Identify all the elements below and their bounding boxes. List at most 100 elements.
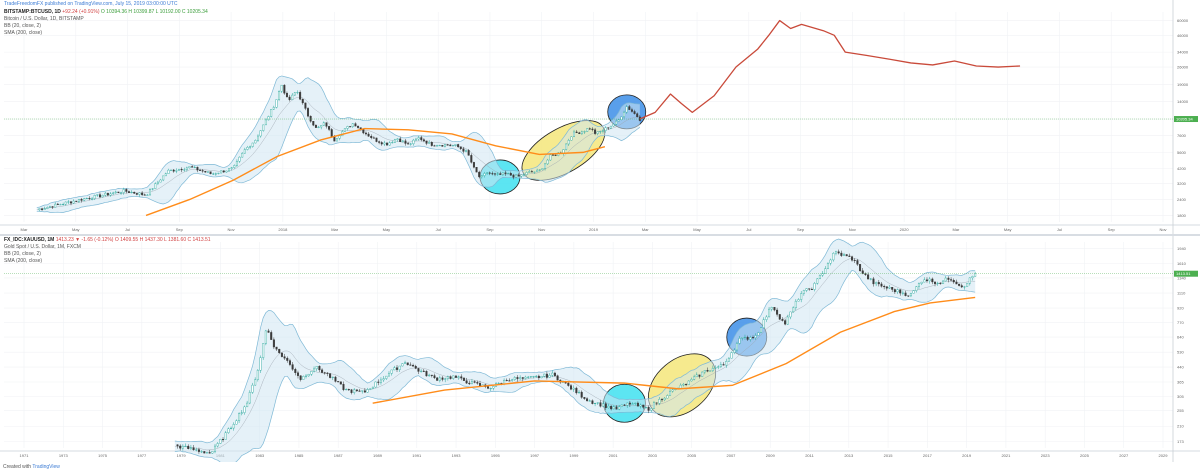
candle-body	[513, 377, 516, 380]
candle-body	[301, 99, 304, 104]
candle-body	[652, 402, 655, 409]
candle-body	[797, 299, 800, 302]
candle-body	[75, 200, 78, 202]
candle-body	[821, 273, 824, 276]
candle-body	[695, 374, 698, 378]
candle-body	[845, 254, 848, 257]
candle-body	[567, 382, 570, 386]
y-tick-label: 640	[1177, 335, 1184, 340]
candle-body	[885, 286, 888, 289]
candle-body	[594, 402, 597, 404]
candle-body	[460, 376, 463, 379]
x-tick-label: 2025	[1080, 453, 1090, 458]
candle-body	[521, 377, 524, 379]
candle-body	[507, 173, 510, 175]
candle-body	[630, 109, 633, 112]
candle-body	[104, 192, 107, 196]
x-tick-label: 1973	[59, 453, 69, 458]
btc-chart-svg[interactable]: 1800240032004200560076001020014000190002…	[0, 0, 1200, 234]
x-tick-label: 2023	[1041, 453, 1051, 458]
candle-body	[333, 136, 336, 142]
candle-body	[325, 122, 328, 127]
gold-chart-svg[interactable]: 173 210 255 305 365 440 530 640 770 920 1110 1340 16…	[0, 236, 1200, 462]
candle-body	[387, 373, 390, 377]
candle-body	[314, 124, 317, 128]
btc-symbol[interactable]: BITSTAMP:BTCUSD, 1D	[4, 9, 61, 15]
candle-body	[361, 390, 364, 392]
candle-body	[544, 163, 547, 169]
candle-body	[891, 287, 894, 290]
candle-body	[609, 125, 612, 129]
candle-body	[620, 116, 623, 120]
candle-body	[264, 119, 267, 126]
candle-body	[176, 444, 179, 447]
candle-body	[93, 195, 96, 199]
candle-body	[436, 145, 439, 147]
candle-body	[401, 363, 404, 367]
candle-body	[350, 389, 353, 393]
candle-body	[607, 406, 610, 409]
pane-divider[interactable]	[0, 234, 1200, 236]
y-tick-label: 530	[1177, 350, 1184, 355]
candle-body	[642, 404, 645, 408]
candle-body	[936, 282, 939, 284]
candle-body	[601, 130, 604, 132]
candle-body	[631, 403, 634, 405]
gold-sma-indicator[interactable]: SMA (200, close)	[4, 258, 43, 264]
gold-bb-indicator[interactable]: BB (20, close, 2)	[4, 251, 41, 257]
candle-body	[288, 360, 291, 365]
candle-body	[719, 364, 722, 367]
candle-body	[818, 274, 821, 280]
candle-body	[864, 273, 867, 275]
candle-body	[278, 91, 281, 100]
candle-body	[225, 170, 228, 173]
candle-body	[733, 349, 736, 353]
btc-sma-indicator[interactable]: SMA (200, close)	[4, 30, 43, 36]
candle-body	[422, 139, 425, 142]
candle-body	[599, 402, 602, 407]
candle-body	[425, 370, 428, 377]
x-tick-label: 2001	[609, 453, 619, 458]
candle-body	[374, 381, 377, 388]
candle-body	[56, 203, 59, 205]
candle-body	[658, 399, 661, 404]
candle-body	[409, 143, 412, 145]
x-tick-label: Mar	[331, 227, 339, 232]
candle-body	[201, 170, 204, 172]
candle-body	[305, 375, 308, 377]
candle-body	[508, 380, 511, 382]
last-price-label: 10205.34	[1176, 117, 1193, 122]
candle-body	[302, 376, 305, 380]
y-tick-label: 14000	[1177, 99, 1189, 104]
y-tick-label: 255	[1177, 408, 1184, 413]
gold-symbol[interactable]: FX_IDC:XAUUSD, 1M	[4, 237, 55, 243]
candle-body	[880, 283, 883, 287]
candle-body	[525, 172, 528, 175]
tradingview-logo-icon[interactable]: TradingView	[32, 464, 60, 470]
x-tick-label: 2011	[805, 453, 814, 458]
gold-chart-pane[interactable]: XAUUSD, 1M Gold Spot / U.S. Dollar 17321…	[0, 236, 1200, 462]
btc-bb-indicator[interactable]: BB (20, close, 2)	[4, 23, 41, 29]
y-tick-label: 1110	[1177, 291, 1186, 296]
candle-body	[808, 288, 811, 290]
candle-body	[805, 288, 808, 291]
candle-body	[70, 201, 73, 204]
candle-body	[735, 343, 738, 351]
candle-body	[706, 370, 709, 372]
candle-body	[947, 277, 950, 280]
bollinger-band-fill	[174, 239, 976, 462]
candle-body	[470, 381, 473, 385]
candle-body	[617, 119, 620, 122]
candle-body	[685, 384, 688, 386]
candle-body	[85, 198, 88, 200]
candle-body	[794, 300, 797, 309]
btc-chart-pane[interactable]: BTCUSD, 1D Bitcoin / U.S. Dollar 1800240…	[0, 0, 1200, 234]
candle-body	[296, 372, 299, 376]
candle-body	[893, 289, 896, 293]
author-name[interactable]: TradeFreedomFX	[4, 1, 44, 7]
candle-body	[963, 286, 966, 288]
candle-body	[304, 102, 307, 109]
candle-body	[596, 131, 599, 134]
candle-body	[451, 145, 454, 147]
candle-body	[293, 92, 296, 96]
